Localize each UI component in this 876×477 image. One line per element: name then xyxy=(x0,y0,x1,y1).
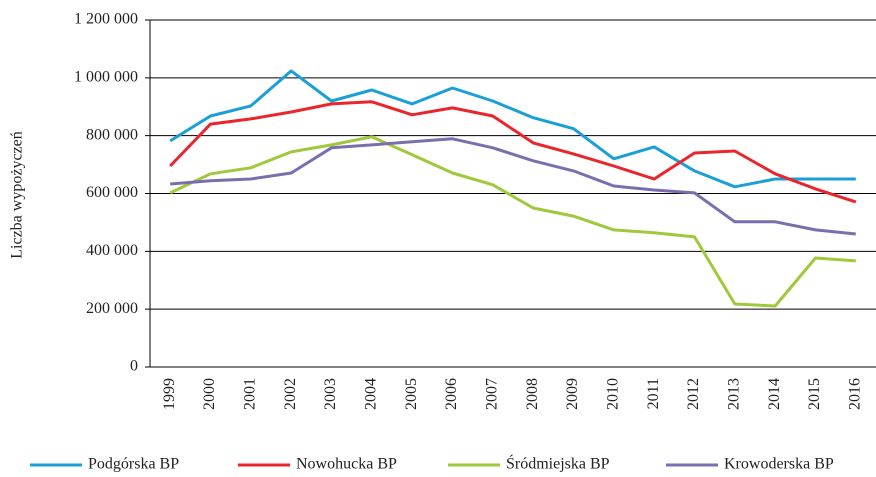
x-tick-label: 2013 xyxy=(726,378,743,410)
x-tick-label: 2009 xyxy=(564,378,581,410)
y-tick-label: 1 000 000 xyxy=(74,69,138,86)
x-tick-label: 2016 xyxy=(847,378,864,410)
x-tick-label: 2001 xyxy=(242,378,259,410)
x-tick-label: 2000 xyxy=(201,378,218,410)
legend-label: Krowoderska BP xyxy=(724,456,834,473)
y-tick-label: 800 000 xyxy=(86,126,138,143)
y-axis-label: Liczba wypożyczeń xyxy=(9,131,26,258)
x-tick-label: 2004 xyxy=(363,378,380,410)
x-tick-label: 2008 xyxy=(524,378,541,410)
x-tick-label: 2002 xyxy=(282,378,299,410)
series-line xyxy=(169,69,856,189)
x-tick-label: 2003 xyxy=(322,378,339,410)
y-tick-label: 0 xyxy=(130,358,138,375)
x-tick-label: 2005 xyxy=(403,378,420,410)
x-tick-label: 2007 xyxy=(484,378,501,410)
y-tick-label: 200 000 xyxy=(86,300,138,317)
x-tick-label: 1999 xyxy=(161,378,178,410)
legend-label: Śródmiejska BP xyxy=(506,454,610,473)
y-tick-label: 400 000 xyxy=(86,242,138,259)
x-tick-label: 2012 xyxy=(685,378,702,410)
y-tick-label: 600 000 xyxy=(86,184,138,201)
x-tick-label: 2015 xyxy=(806,378,823,410)
series-line xyxy=(169,135,856,308)
series-line xyxy=(170,137,856,236)
legend-label: Nowohucka BP xyxy=(296,456,397,473)
y-tick-label: 1 200 000 xyxy=(74,11,138,28)
x-tick-label: 2011 xyxy=(645,378,662,409)
x-tick-label: 2014 xyxy=(766,378,783,410)
x-tick-label: 2010 xyxy=(605,378,622,410)
x-tick-label: 2006 xyxy=(443,378,460,410)
series-line xyxy=(169,100,857,204)
legend-label: Podgórska BP xyxy=(88,456,179,473)
